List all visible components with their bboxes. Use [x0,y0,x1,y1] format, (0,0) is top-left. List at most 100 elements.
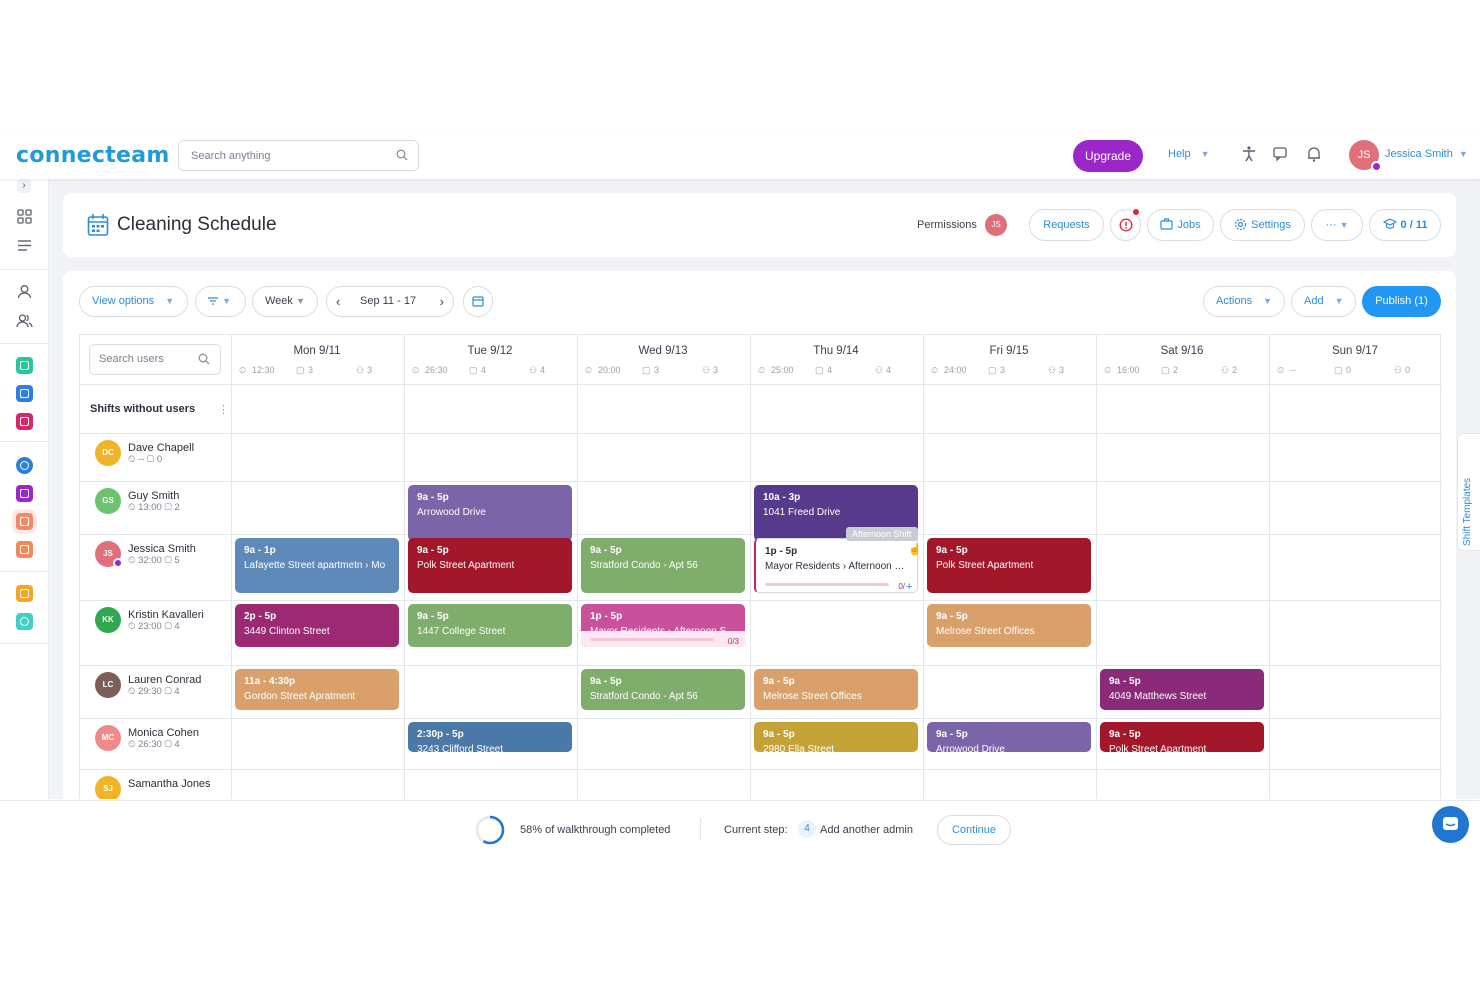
user-avatar[interactable]: MC [95,725,121,751]
current-step-label: Current step: [724,824,788,836]
shift-card[interactable]: 9a - 5p Arrowood Drive [927,722,1091,752]
shift-card[interactable]: 9a - 5p Polk Street Apartment [408,538,572,593]
user-avatar[interactable]: JS [1349,140,1382,172]
sidebar-expand-button[interactable]: › [17,179,31,193]
day-users: ⚇ [529,365,538,375]
day-hours: ⏲ [931,365,939,375]
permissions-avatar[interactable]: JS [985,214,1007,236]
filter-button[interactable]: ▼ [195,286,246,317]
user-row[interactable]: SJ Samantha Jones [80,769,230,799]
shift-time: 2:30p - 5p [417,729,464,740]
shift-card[interactable]: 9a - 5p Polk Street Apartment [927,538,1091,593]
user-shifts: 2 [174,502,180,513]
help-menu[interactable]: Help ▼ [1168,148,1210,160]
sidebar-divider [0,441,48,442]
user-meta: ⏲ 23:00 ▢ 4 [128,621,180,632]
app-schedule-icon[interactable] [16,485,33,502]
walkthrough-progress-text: 58% of walkthrough completed [520,824,671,836]
shift-card[interactable]: 9a - 5p Stratford Condo - Apt 56 [581,538,745,593]
grid-row-divider [80,481,1442,482]
shift-card[interactable]: 9a - 5p Stratford Condo - Apt 56 [581,669,745,710]
app-chat-icon[interactable] [16,357,33,374]
user-menu[interactable]: Jessica Smith ▼ [1385,148,1468,160]
user-avatar[interactable]: KK [95,607,121,633]
add-shift-icon[interactable]: + [906,581,913,593]
publish-button[interactable]: Publish (1) [1362,286,1441,317]
shift-card[interactable]: 2:30p - 5p 3243 Clifford Street [408,722,572,752]
search-users-input[interactable]: Search users [89,344,221,375]
add-button[interactable]: Add ▼ [1291,286,1356,317]
graduation-cap-icon [1382,218,1397,230]
day-users-value: 4 [886,365,892,375]
app-cleaning-schedule-icon[interactable] [16,513,33,530]
shift-card[interactable]: 11a - 4:30p Gordon Street Apratment [235,669,399,710]
day-label: Tue 9/12 [467,345,513,357]
user-avatar[interactable]: GS [95,488,121,514]
shift-card[interactable]: 9a - 5p Melrose Street Offices [927,604,1091,647]
logo[interactable]: connecteam [16,143,170,168]
users-icon[interactable] [16,312,33,329]
kebab-menu-icon[interactable]: ⋮ [218,404,229,416]
requests-button[interactable]: Requests [1029,209,1104,241]
app-knowledge-icon[interactable] [16,613,33,630]
status-dot [113,558,123,568]
day-shifts: ▢ [642,365,651,375]
date-picker-button[interactable] [463,286,493,317]
day-label: Fri 9/15 [989,345,1029,357]
user-avatar[interactable]: SJ [95,776,121,799]
week-select[interactable]: Week ▼ [252,286,318,317]
permissions-label[interactable]: Permissions [917,219,977,231]
shift-card[interactable]: 9a - 5p 4049 Matthews Street [1100,669,1264,710]
user-row[interactable]: GS Guy Smith ⏲ 13:00 ▢ 2 [80,481,230,547]
user-avatar[interactable]: DC [95,440,121,466]
dashboard-icon[interactable] [16,208,33,225]
user-icon[interactable] [16,283,33,300]
more-button[interactable]: ··· ▼ [1311,209,1363,241]
app-tasks-icon[interactable] [16,541,33,558]
shift-card[interactable]: 9a - 5p Polk Street Apartment [1100,722,1264,752]
accessibility-icon[interactable] [1240,145,1258,163]
day-hours: ⏲ [1277,365,1285,375]
day-users: ⚇ [1394,365,1403,375]
user-row[interactable]: MC Monica Cohen ⏲ 26:30 ▢ 4 [80,718,230,758]
upgrade-button[interactable]: Upgrade [1073,140,1143,172]
alerts-button[interactable] [1110,209,1141,241]
continue-button[interactable]: Continue [937,815,1011,845]
user-avatar[interactable]: LC [95,672,121,698]
support-chat-button[interactable] [1432,806,1469,843]
view-options-button[interactable]: View options ▼ [79,286,188,317]
user-row[interactable]: LC Lauren Conrad ⏲ 29:30 ▢ 4 [80,665,230,716]
app-time-clock-icon[interactable] [16,457,33,474]
settings-button[interactable]: Settings [1220,209,1305,241]
user-row[interactable]: JS Jessica Smith ⏲ 32:00 ▢ 5 [80,534,230,599]
bell-icon[interactable] [1305,145,1323,163]
shift-card[interactable]: 9a - 1p Lafayette Street apartmetn › Mo [235,538,399,593]
user-row[interactable]: DC Dave Chapell ⏲ -- ▢ 0 [80,433,230,486]
day-shifts: ▢ [1334,365,1343,375]
actions-button[interactable]: Actions ▼ [1203,286,1285,317]
app-training-icon[interactable] [16,585,33,602]
user-row[interactable]: KK Kristin Kavalleri ⏲ 23:00 ▢ 4 [80,600,230,653]
training-counter-button[interactable]: 0 / 11 [1369,209,1441,241]
app-inbox-icon[interactable] [16,385,33,402]
menu-icon[interactable] [16,237,33,254]
shift-card[interactable]: 9a - 5p Arrowood Drive [408,485,572,541]
global-search-input[interactable]: Search anything [178,140,419,171]
day-hours-value: 25:00 [771,365,794,375]
shift-card[interactable]: 2p - 5p 3449 Clinton Street [235,604,399,647]
chat-icon[interactable] [1272,145,1290,163]
shift-card[interactable]: 9a - 5p 2980 Ella Street [754,722,918,752]
prev-week-arrow-icon[interactable]: ‹ [336,294,341,309]
user-shifts: 4 [174,686,180,697]
shift-time: 9a - 5p [417,492,449,503]
jobs-button[interactable]: Jobs [1147,209,1214,241]
shift-card[interactable]: 9a - 5p 1447 College Street [408,604,572,647]
shift-templates-tab[interactable]: Shift Templates [1457,433,1480,551]
day-hours: ⏲ [585,365,593,375]
shift-card[interactable]: 9a - 5p Melrose Street Offices [754,669,918,710]
app-forms-icon[interactable] [16,413,33,430]
next-week-arrow-icon[interactable]: › [439,294,444,309]
user-meta: ⏲ 26:30 ▢ 4 [128,739,180,750]
